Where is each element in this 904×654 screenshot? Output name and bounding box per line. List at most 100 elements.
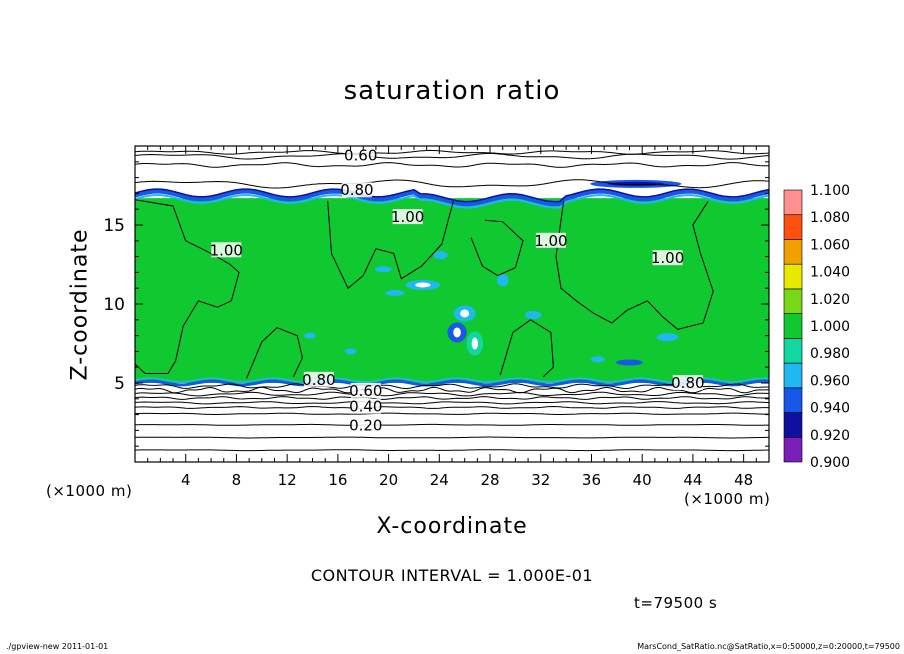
colorbar-segment [783, 189, 803, 216]
patch [524, 311, 542, 320]
saturated-layer [135, 198, 769, 383]
x-tick-label: 4 [181, 471, 191, 489]
colorbar-segment [783, 362, 803, 389]
contour-label: 1.00 [651, 249, 684, 267]
patch-core [471, 337, 478, 350]
contour-label: 0.60 [344, 146, 377, 164]
contour-100 [499, 319, 554, 378]
contour-label-bg [672, 375, 703, 390]
x-tick-label: 44 [683, 471, 702, 489]
colorbar-segment [783, 239, 803, 265]
top-band-navy [135, 188, 769, 203]
patch [375, 266, 392, 273]
contour-bottom-020 [135, 423, 769, 426]
patch-core [415, 282, 431, 288]
x-tick-label: 12 [278, 471, 297, 489]
colorbar-label: 1.020 [810, 292, 850, 308]
contour-label-bg [535, 232, 566, 248]
colorbar-segment [783, 338, 803, 364]
chart-title: saturation ratio [343, 76, 561, 106]
contour-top-060 [135, 153, 769, 160]
x-tick-label: 36 [582, 471, 601, 489]
contour-label-bg [341, 182, 372, 198]
contour-label: 0.80 [340, 181, 373, 199]
bottom-band-cyan [135, 377, 769, 383]
contour-100 [327, 201, 454, 289]
contour-bottom-060 [135, 396, 769, 400]
contour-100 [470, 219, 524, 277]
contour-label: 0.80 [671, 374, 704, 392]
contour-bottom-040 [135, 405, 769, 409]
colorbar-segment [783, 214, 803, 240]
colorbar-label: 0.920 [810, 428, 850, 444]
contour-label-bg [652, 250, 683, 266]
contour-label: 0.20 [349, 417, 382, 435]
colorbar-segment [783, 387, 803, 413]
y-axis-label: Z-coordinate [67, 228, 93, 381]
colorbar-label: 0.940 [810, 401, 850, 417]
x-tick-label: 8 [232, 471, 242, 489]
y-tick-label: 15 [103, 216, 125, 236]
contour-top-080 [135, 179, 769, 189]
colorbar-segment [783, 288, 803, 314]
colorbar-label: 1.100 [810, 183, 850, 199]
contour-label: 0.40 [349, 398, 382, 416]
y-axis-unit: (×1000 m) [46, 482, 133, 500]
contour-bottom-080 [135, 386, 769, 394]
contour-interval: CONTOUR INTERVAL = 1.000E-01 [310, 566, 594, 585]
y-tick-label: 10 [103, 295, 125, 315]
contour-label-bg [303, 371, 334, 387]
patch [590, 356, 605, 363]
contour-label-bg [211, 242, 242, 258]
contour-bottom-1 [135, 383, 769, 390]
footer-right: MarsCond_SatRatio.nc@SatRatio,x=0:50000,… [637, 642, 900, 651]
contour-100 [135, 199, 240, 374]
patch [304, 332, 316, 339]
top-band-blue [135, 188, 769, 207]
patch [433, 251, 448, 260]
colorbar-label: 1.060 [810, 237, 850, 253]
contour-bottom-2 [135, 391, 769, 397]
patch-core [453, 327, 461, 338]
contour-top-1 [135, 149, 769, 155]
x-tick-label: 28 [480, 471, 499, 489]
heatmap-field: 0.600.801.001.001.001.000.80 0.800.600.40… [135, 146, 769, 452]
x-tick-label: 16 [328, 471, 347, 489]
contour-100 [246, 327, 303, 379]
contour-label-bg [392, 209, 423, 225]
x-tick-label: 40 [633, 471, 652, 489]
colorbar-segment [783, 263, 803, 290]
footer-left: ./gpview-new 2011-01-01 [6, 642, 109, 651]
x-axis-label: X-coordinate [376, 514, 528, 539]
contour-label-bg [345, 147, 376, 163]
contour-label-bg [350, 382, 381, 398]
contour-label: 1.00 [210, 241, 243, 259]
patch [344, 348, 357, 355]
x-axis-unit: (×1000 m) [684, 490, 771, 508]
colorbar-label: 0.980 [810, 346, 850, 362]
patch-core [460, 309, 470, 318]
contour-bottom-3 [135, 401, 769, 405]
colorbar-label: 0.960 [810, 373, 850, 389]
contour-bottom-4 [135, 412, 769, 415]
x-tick-label: 32 [531, 471, 550, 489]
contour-label: 0.60 [349, 382, 382, 400]
time-label: t=79500 s [634, 594, 718, 612]
contour-bottom-5 [135, 436, 769, 439]
contour-label: 1.00 [391, 208, 424, 226]
x-tick-label: 48 [734, 471, 753, 489]
patch [616, 359, 643, 366]
x-tick-label: 20 [379, 471, 398, 489]
contour-100 [555, 201, 714, 330]
contour-label: 0.80 [302, 371, 335, 389]
contour-label-bg [350, 398, 381, 414]
y-tick-label: 5 [114, 374, 125, 394]
colorbar-segment [783, 412, 803, 438]
colorbar-label: 1.080 [810, 210, 850, 226]
colorbar-label: 1.040 [810, 265, 850, 281]
patch [496, 274, 509, 287]
colorbar-label: 0.900 [810, 455, 850, 471]
colorbar-segment [783, 436, 803, 463]
patch [385, 289, 405, 296]
